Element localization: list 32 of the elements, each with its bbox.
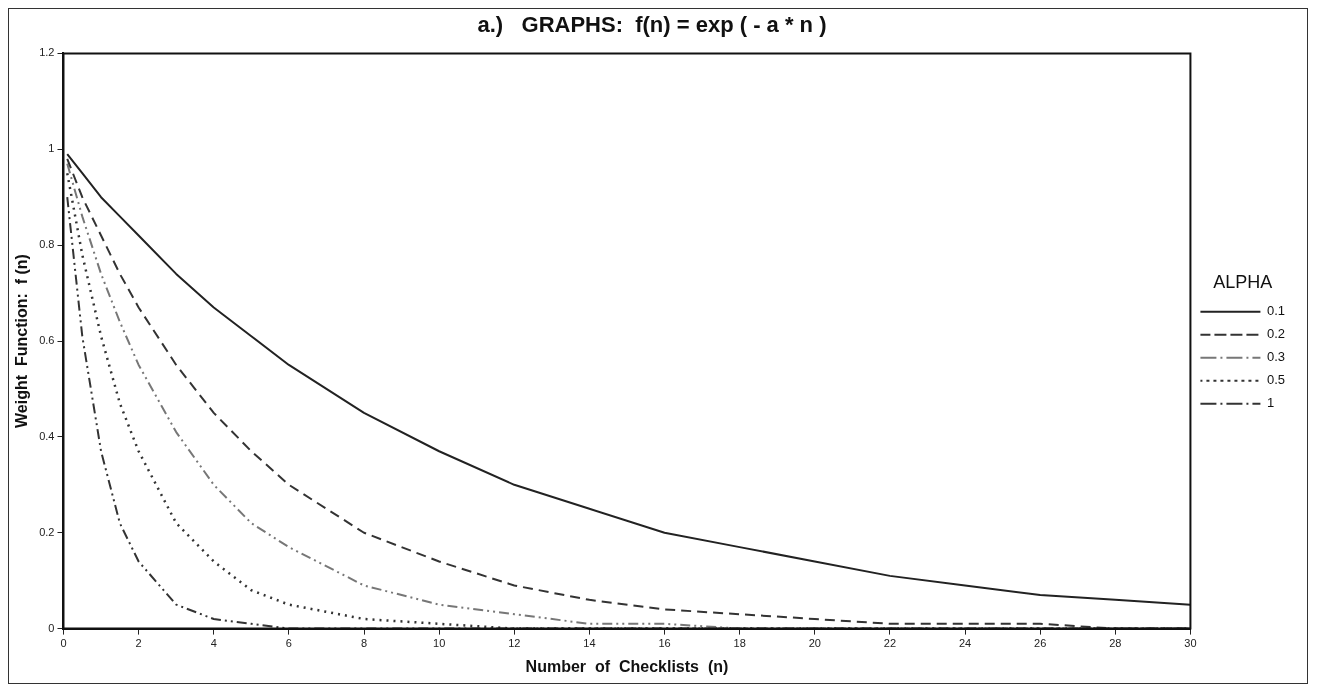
x-tick-label: 26 <box>1034 637 1047 650</box>
y-tick-label: 0 <box>48 621 55 634</box>
legend-label: 0.3 <box>1266 349 1286 365</box>
x-tick-label: 2 <box>135 637 142 650</box>
legend-title: ALPHA <box>1213 271 1273 292</box>
x-tick-label: 20 <box>808 637 821 650</box>
x-tick-label: 14 <box>583 637 596 650</box>
x-axis-title: Number of Checklists (n) <box>525 657 729 675</box>
y-tick-label: 1.2 <box>39 46 55 59</box>
y-tick-label: 0.8 <box>39 238 55 251</box>
y-tick-label: 1 <box>48 142 55 155</box>
x-tick-label: 22 <box>883 637 897 650</box>
x-tick-label: 12 <box>508 637 521 650</box>
legend-label: 0.5 <box>1266 372 1286 388</box>
x-tick-label: 18 <box>733 637 746 650</box>
x-tick-label: 4 <box>210 637 217 650</box>
x-tick-label: 10 <box>433 637 446 650</box>
x-tick-label: 0 <box>60 637 67 650</box>
y-axis-title: Weight Function: f (n) <box>13 254 31 428</box>
x-tick-label: 30 <box>1184 637 1197 650</box>
legend-label: 0.1 <box>1266 303 1286 319</box>
x-tick-label: 6 <box>285 637 292 650</box>
y-tick-label: 0.6 <box>39 334 55 347</box>
chart-title: a.) GRAPHS: f(n) = exp ( - a * n ) <box>477 12 827 38</box>
x-tick-label: 8 <box>360 637 368 650</box>
legend-label: 1 <box>1266 395 1275 411</box>
x-tick-label: 16 <box>658 637 671 650</box>
x-tick-label: 28 <box>1109 637 1122 650</box>
legend-label: 0.2 <box>1266 326 1286 342</box>
y-tick-label: 0.2 <box>39 525 55 538</box>
y-tick-label: 0.4 <box>39 429 55 442</box>
x-tick-label: 24 <box>958 637 972 650</box>
